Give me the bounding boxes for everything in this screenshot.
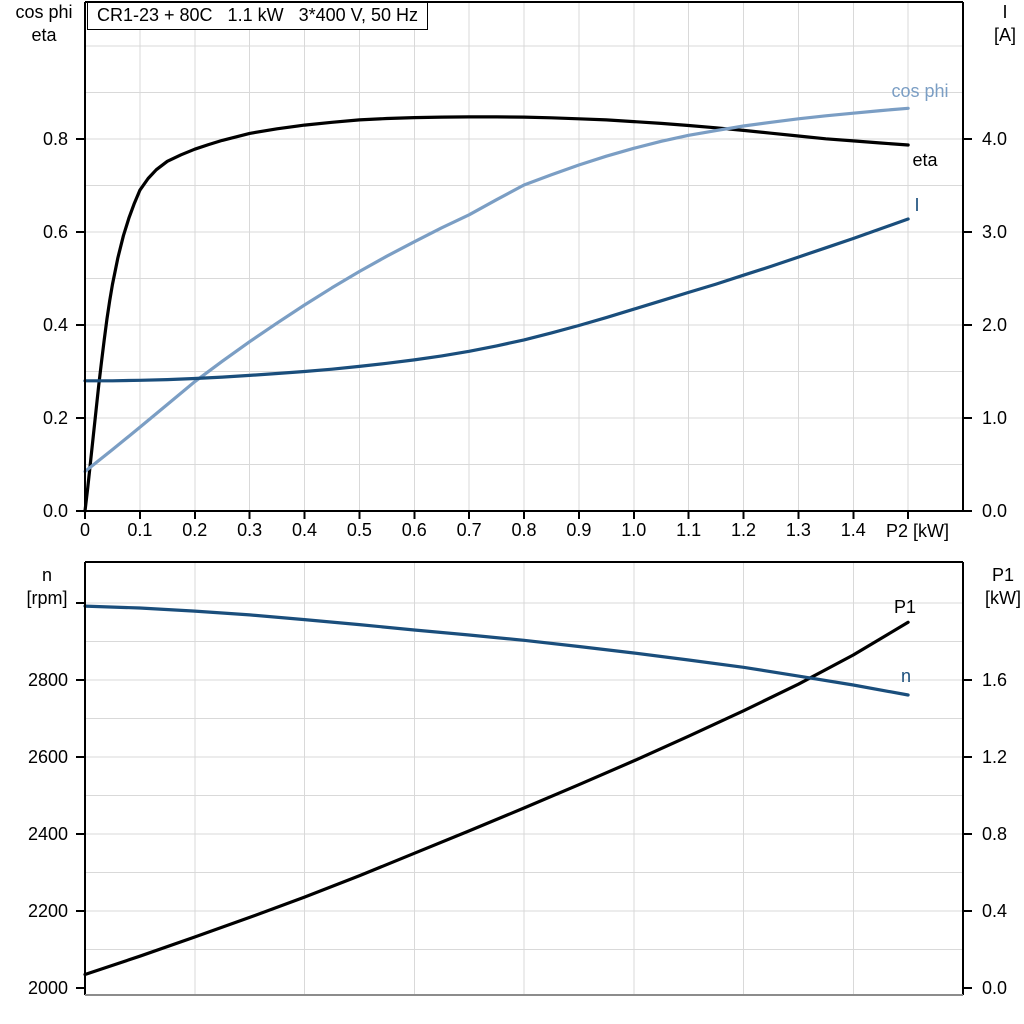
top-x-tick-label: 0.7	[456, 520, 482, 540]
bottom-right-tick-label: 0.8	[982, 824, 1008, 844]
top-right-tick-label: 3.0	[982, 222, 1008, 242]
top-right-tick-label: 2.0	[982, 315, 1008, 335]
bottom-left-tick-label: 2400	[27, 824, 68, 844]
current-curve-label: I	[914, 195, 920, 215]
top-x-tick-label: 0.1	[127, 520, 153, 540]
top-x-tick-label: 1.0	[621, 520, 647, 540]
bottom-right-tick-label: 1.6	[982, 670, 1008, 690]
n-curve-label: n	[900, 666, 911, 686]
eta-curve-label: eta	[912, 150, 938, 170]
top-x-tick-label: 1.3	[785, 520, 811, 540]
top-x-tick-label: 0.8	[511, 520, 537, 540]
top-x-tick-label: 0.5	[346, 520, 372, 540]
chart-title-box: CR1-23 + 80C 1.1 kW 3*400 V, 50 Hz	[87, 2, 429, 30]
bottom-left-tick-label: 2200	[27, 901, 68, 921]
n-curve	[83, 604, 910, 697]
eta-curve	[83, 115, 910, 513]
top-x-tick-label: 1.4	[840, 520, 866, 540]
top-x-tick-label: 0.4	[291, 520, 318, 540]
current-curve	[83, 217, 910, 383]
top-x-tick-label: 0.2	[182, 520, 208, 540]
top-left-axis-title-line2: eta	[31, 25, 57, 45]
bottom-right-axis-title-line2: [kW]	[985, 588, 1021, 608]
top-left-tick-label: 0.0	[42, 501, 68, 521]
top-left-tick-label: 0.2	[42, 408, 68, 428]
cos-phi-curve	[83, 106, 910, 474]
top-right-axis-title-line2: [A]	[993, 25, 1016, 45]
top-left-tick-label: 0.6	[42, 222, 68, 242]
p1-curve-label: P1	[893, 597, 917, 617]
top-x-tick-label: 0.9	[566, 520, 592, 540]
top-x-tick-label: 0.6	[401, 520, 427, 540]
top-x-tick-label: 1.2	[730, 520, 757, 540]
bottom-left-axis-title-line1: n	[41, 565, 52, 585]
top-left-tick-label: 0.4	[42, 315, 68, 335]
top-x-tick-label: 0	[79, 520, 90, 540]
top-x-tick-label: 0.3	[237, 520, 263, 540]
bottom-left-tick-label: 2000	[27, 978, 68, 998]
bottom-left-tick-label: 2600	[27, 747, 68, 767]
bottom-left-tick-label: 2800	[27, 670, 68, 690]
top-right-tick-label: 4.0	[982, 129, 1008, 149]
bottom-right-tick-label: 0.4	[982, 901, 1008, 921]
bottom-right-tick-label: 0.0	[982, 978, 1008, 998]
top-right-tick-label: 0.0	[982, 501, 1008, 521]
top-x-tick-label: 1.1	[676, 520, 702, 540]
p1-curve	[83, 620, 910, 977]
top-right-tick-label: 1.0	[982, 408, 1008, 428]
bottom-right-axis-title-line1: P1	[991, 565, 1015, 585]
cos-phi-curve-label: cos phi	[891, 81, 949, 101]
top-left-tick-label: 0.8	[42, 129, 68, 149]
x-axis-unit-label: P2 [kW]	[886, 521, 950, 541]
top-left-axis-title-line1: cos phi	[15, 2, 73, 22]
top-right-axis-title-line1: I	[1002, 2, 1008, 22]
bottom-right-tick-label: 1.2	[982, 747, 1008, 767]
bottom-left-axis-title-line2: [rpm]	[26, 588, 68, 608]
